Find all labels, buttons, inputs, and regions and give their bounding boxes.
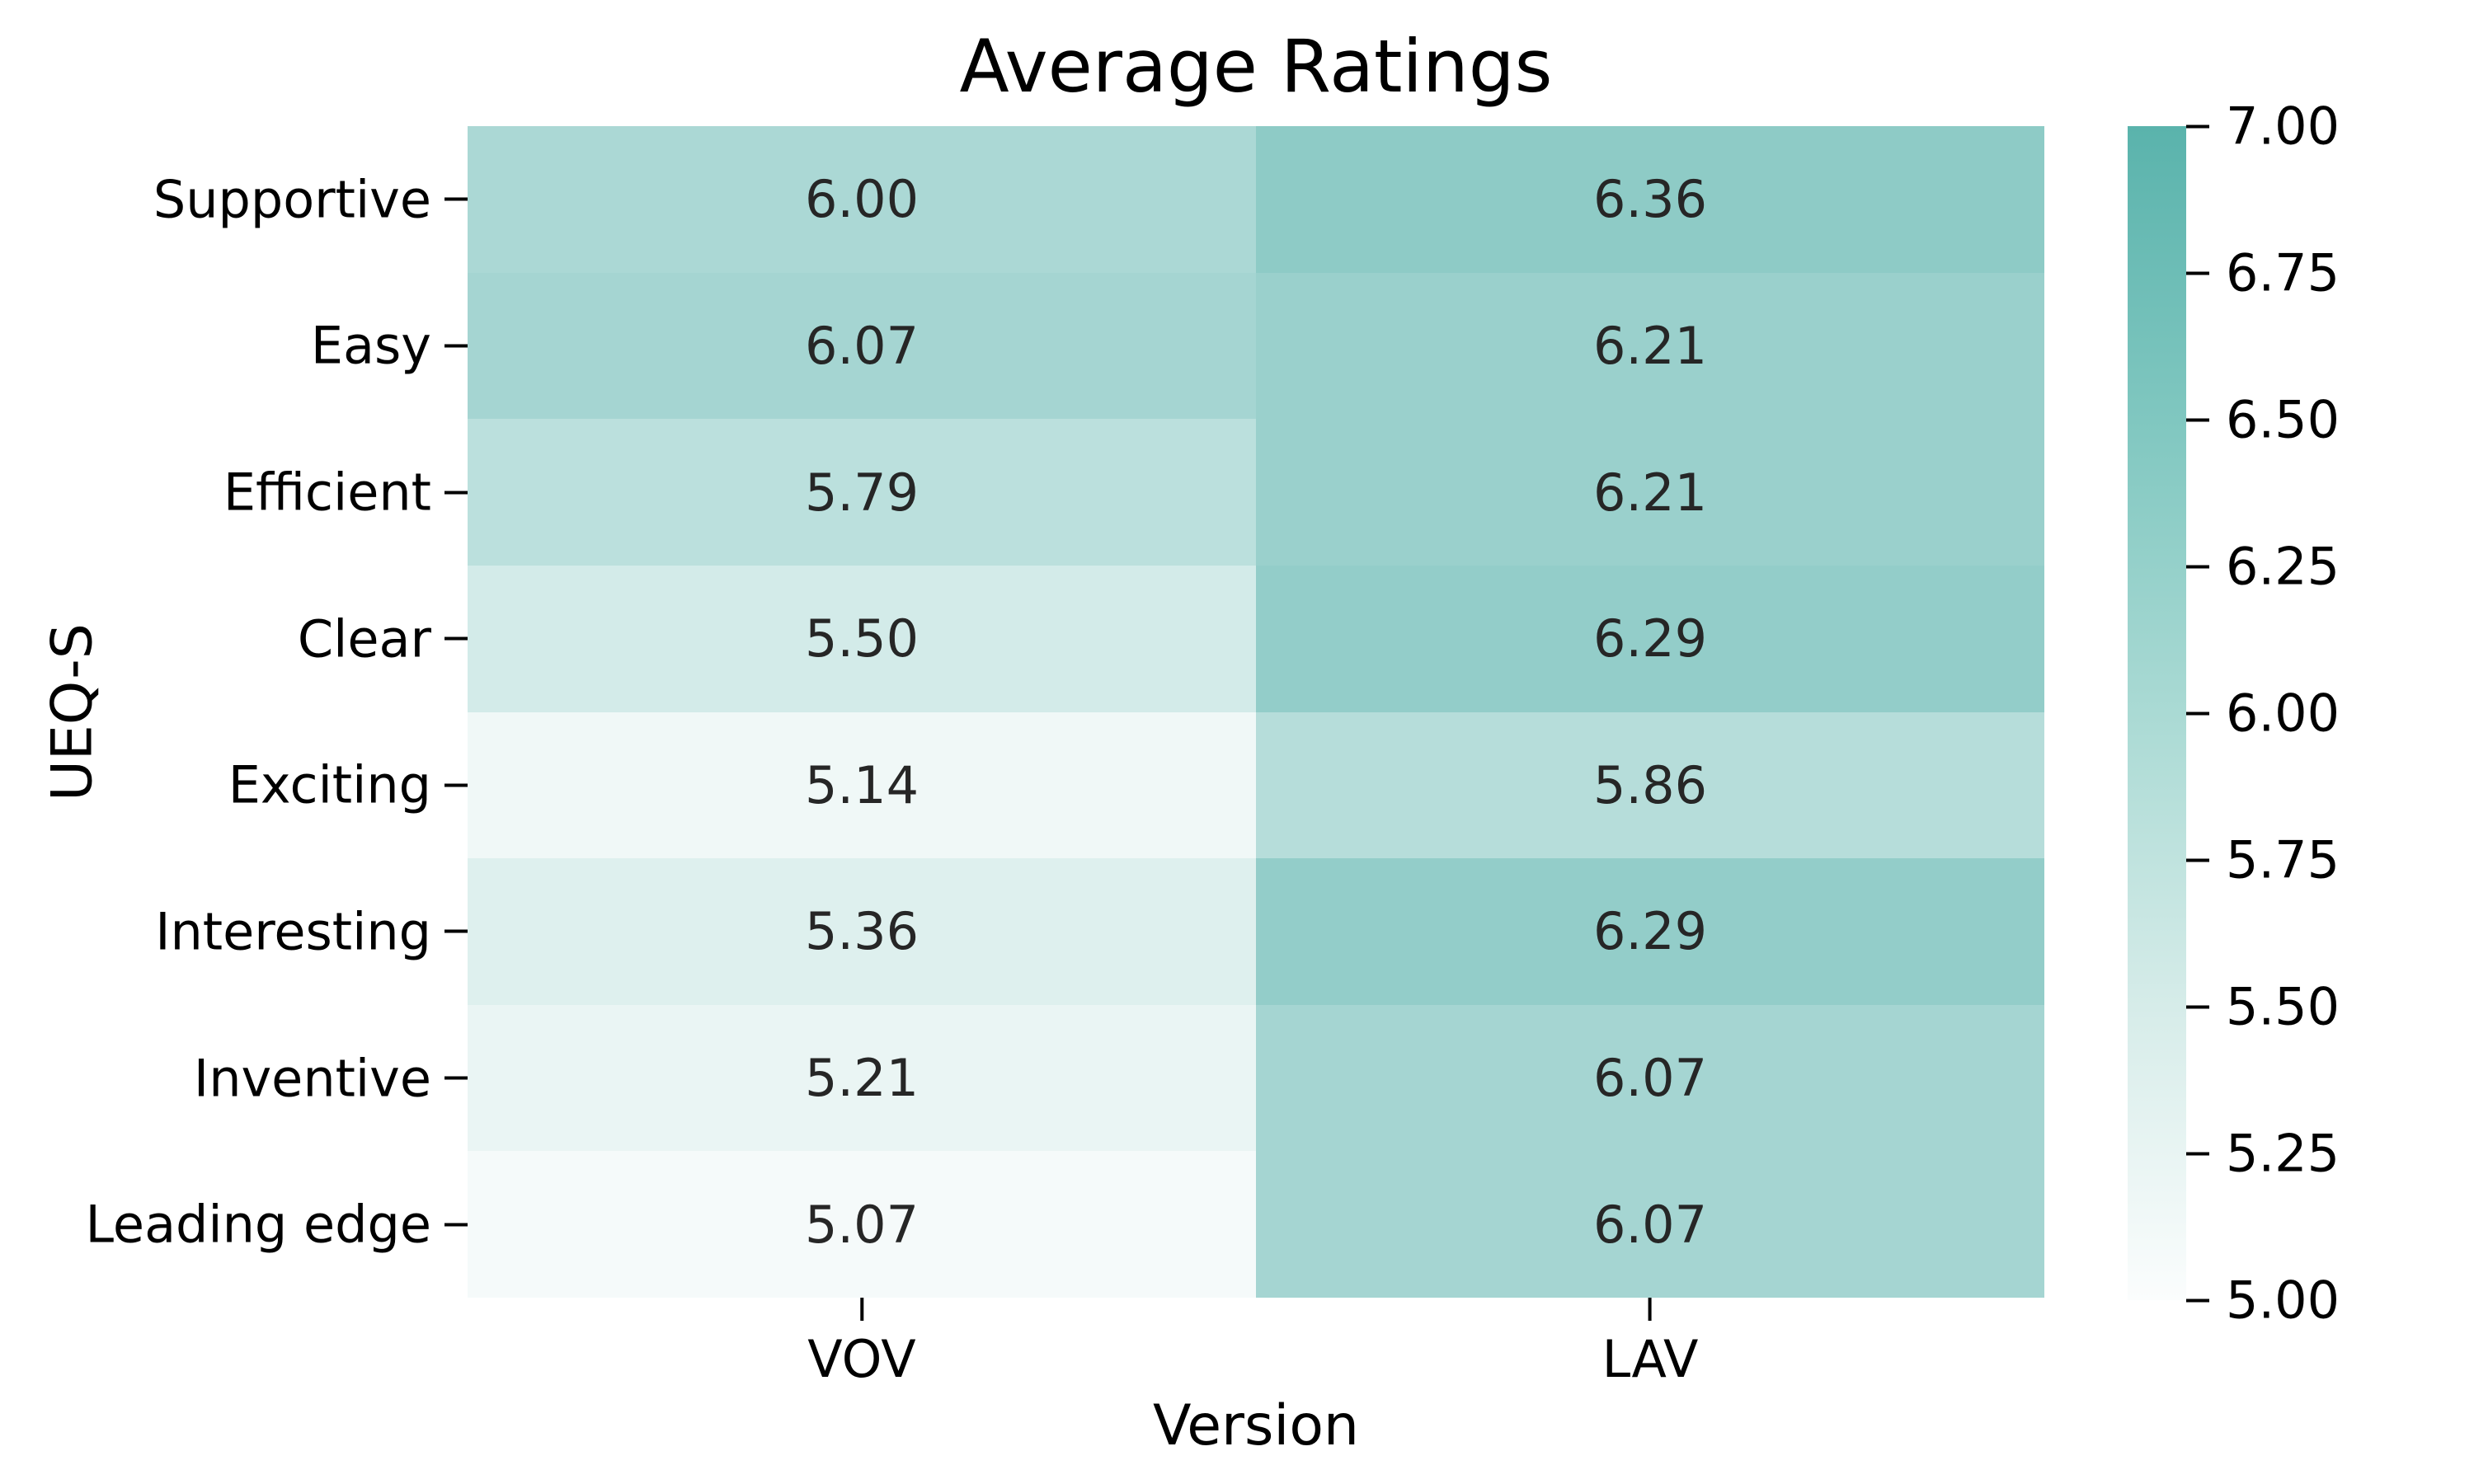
cell-value: 6.07 xyxy=(804,315,920,376)
heatmap-cell: 5.14 xyxy=(468,711,1256,859)
colorbar-tick-labels: 7.00 6.75 6.50 6.25 6.00 5.75 5.50 5.25 5.00 xyxy=(2186,96,2474,1331)
y-tick-mark xyxy=(444,636,468,641)
cell-value: 6.07 xyxy=(1592,1048,1708,1109)
colorbar-tick: 5.50 xyxy=(2186,977,2340,1037)
y-axis-tick-labels: Supportive Easy Efficient Clear Exciting Inte… xyxy=(0,126,468,1298)
y-tick-label: Clear xyxy=(297,608,431,669)
colorbar-tick-mark xyxy=(2186,1005,2209,1008)
colorbar-tick: 5.25 xyxy=(2186,1124,2340,1184)
heatmap-plot: 6.00 6.36 6.07 6.21 5.79 6.21 5.50 6.29 5.14 5.86… xyxy=(468,126,2044,1298)
x-axis-tick-labels: VOV LAV xyxy=(468,1298,2044,1405)
colorbar xyxy=(2128,126,2186,1300)
x-tick-label: LAV xyxy=(1602,1329,1699,1389)
y-tick-mark xyxy=(444,197,468,201)
heatmap-cell: 5.36 xyxy=(468,858,1256,1005)
y-tick-label: Easy xyxy=(310,315,431,376)
cell-value: 6.21 xyxy=(1592,315,1708,376)
heatmap-cell: 6.07 xyxy=(1256,1004,2044,1152)
cell-value: 5.21 xyxy=(804,1048,920,1109)
cell-value: 6.07 xyxy=(1592,1194,1708,1255)
colorbar-tick-label: 6.50 xyxy=(2226,389,2340,450)
y-axis-title: UEQ-S xyxy=(40,623,106,801)
x-tick-mark xyxy=(859,1298,863,1321)
colorbar-tick: 6.75 xyxy=(2186,243,2340,303)
y-tick-label: Leading edge xyxy=(85,1194,431,1255)
x-axis-title: Version xyxy=(1152,1393,1360,1458)
colorbar-tick-label: 6.75 xyxy=(2226,242,2340,303)
heatmap-cell: 6.36 xyxy=(1256,126,2044,273)
x-tick-label: VOV xyxy=(807,1329,916,1389)
colorbar-tick-mark xyxy=(2186,124,2209,128)
heatmap-cell: 5.79 xyxy=(468,419,1256,566)
y-tick: Exciting xyxy=(228,755,468,815)
chart-title: Average Ratings xyxy=(959,24,1553,109)
colorbar-tick-mark xyxy=(2186,1298,2209,1302)
cell-value: 5.36 xyxy=(804,901,920,962)
colorbar-tick-label: 5.50 xyxy=(2226,976,2340,1037)
cell-value: 5.79 xyxy=(804,462,920,523)
y-tick-label: Supportive xyxy=(153,169,431,230)
cell-value: 5.07 xyxy=(804,1194,920,1255)
y-tick-label: Inventive xyxy=(193,1048,431,1109)
heatmap-cell: 5.86 xyxy=(1256,711,2044,859)
y-tick-mark xyxy=(444,1076,468,1080)
heatmap-cell: 6.21 xyxy=(1256,419,2044,566)
colorbar-tick-label: 5.00 xyxy=(2226,1270,2340,1331)
heatmap-cell: 6.07 xyxy=(1256,1151,2044,1298)
y-tick-mark xyxy=(444,491,468,495)
heatmap-cell: 5.21 xyxy=(468,1004,1256,1152)
colorbar-tick-label: 6.00 xyxy=(2226,683,2340,744)
heatmap-cell: 6.29 xyxy=(1256,858,2044,1005)
colorbar-tick-mark xyxy=(2186,271,2209,275)
colorbar-tick: 6.50 xyxy=(2186,390,2340,450)
y-tick-mark xyxy=(444,929,468,933)
y-tick: Efficient xyxy=(223,463,468,523)
y-tick-mark xyxy=(444,1223,468,1227)
y-tick: Supportive xyxy=(153,169,468,229)
y-tick: Inventive xyxy=(194,1048,468,1108)
y-tick: Clear xyxy=(298,608,468,669)
colorbar-tick-mark xyxy=(2186,1152,2209,1155)
heatmap-cell: 6.00 xyxy=(468,126,1256,273)
y-tick-label: Exciting xyxy=(228,754,431,815)
x-tick: VOV xyxy=(807,1298,916,1389)
heatmap-cell: 5.50 xyxy=(468,565,1256,712)
cell-value: 5.50 xyxy=(804,608,920,669)
cell-value: 5.86 xyxy=(1592,754,1708,815)
y-tick-mark xyxy=(444,783,468,787)
colorbar-tick: 7.00 xyxy=(2186,96,2340,157)
heatmap-cell: 6.07 xyxy=(468,272,1256,420)
y-tick-label: Interesting xyxy=(155,901,431,962)
colorbar-tick-label: 5.25 xyxy=(2226,1123,2340,1184)
heatmap-cell: 6.21 xyxy=(1256,272,2044,420)
colorbar-tick-label: 6.25 xyxy=(2226,536,2340,597)
colorbar-tick-mark xyxy=(2186,565,2209,568)
heatmap-cell: 5.07 xyxy=(468,1151,1256,1298)
colorbar-tick: 5.75 xyxy=(2186,830,2340,890)
heatmap-cell: 6.29 xyxy=(1256,565,2044,712)
colorbar-tick-mark xyxy=(2186,858,2209,862)
cell-value: 6.00 xyxy=(804,169,920,230)
cell-value: 6.21 xyxy=(1592,462,1708,523)
colorbar-tick: 6.00 xyxy=(2186,683,2340,744)
colorbar-tick-label: 7.00 xyxy=(2226,96,2340,157)
cell-value: 6.29 xyxy=(1592,608,1708,669)
colorbar-tick: 5.00 xyxy=(2186,1270,2340,1331)
y-tick: Interesting xyxy=(155,901,468,961)
y-tick: Leading edge xyxy=(85,1195,468,1255)
cell-value: 5.14 xyxy=(804,754,920,815)
x-tick: LAV xyxy=(1602,1298,1699,1389)
colorbar-tick-mark xyxy=(2186,711,2209,715)
x-tick-mark xyxy=(1648,1298,1652,1321)
y-tick-label: Efficient xyxy=(223,462,431,523)
cell-value: 6.29 xyxy=(1592,901,1708,962)
colorbar-tick-label: 5.75 xyxy=(2226,829,2340,890)
y-tick: Easy xyxy=(311,316,468,376)
colorbar-tick-mark xyxy=(2186,418,2209,421)
colorbar-tick: 6.25 xyxy=(2186,537,2340,597)
y-tick-mark xyxy=(444,344,468,348)
cell-value: 6.36 xyxy=(1592,169,1708,230)
